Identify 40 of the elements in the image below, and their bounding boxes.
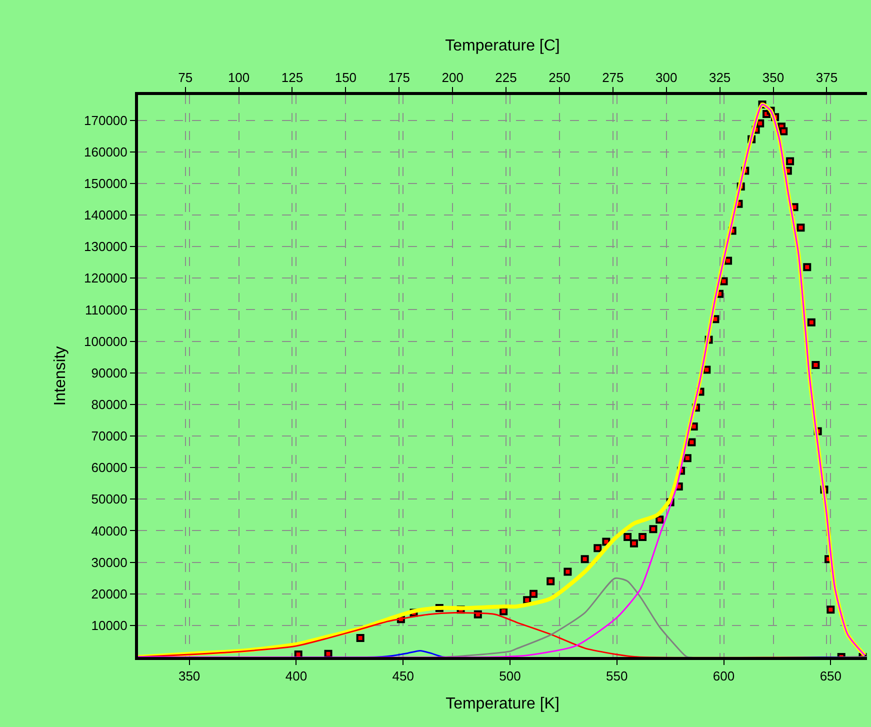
x-tick-label: 450 [392,668,414,684]
x2-tick-label: 125 [281,70,304,85]
x-axis-title: Temperature [K] [446,695,560,712]
x-tick-label: 400 [285,668,308,684]
x2-tick-label: 225 [495,70,517,85]
y-tick-label: 90000 [91,365,128,380]
x2-tick-label: 75 [178,70,193,85]
y-tick-label: 20000 [91,586,128,602]
x-tick-label: 500 [499,668,521,684]
x2-tick-label: 325 [708,70,731,85]
y-tick-label: 170000 [84,112,128,128]
x2-tick-label: 300 [656,70,678,85]
x-tick-label: 600 [712,668,735,684]
x-tick-label: 350 [178,668,200,684]
y-tick-label: 10000 [91,618,128,633]
y-tick-label: 140000 [84,208,128,223]
x2-tick-label: 200 [442,70,464,85]
x2-tick-label: 250 [548,70,570,85]
y-tick-label: 40000 [91,523,128,538]
x2-tick-label: 150 [334,70,357,85]
x-tick-label: 550 [606,668,628,684]
y-tick-label: 100000 [84,334,128,349]
y-tick-label: 60000 [91,460,128,476]
x2-tick-label: 350 [762,70,784,85]
x2-tick-label: 375 [816,70,838,85]
y-tick-label: 130000 [84,239,128,254]
y-tick-label: 160000 [84,144,128,160]
x-tick-label: 650 [820,668,842,684]
y-tick-label: 80000 [91,396,128,412]
y-tick-label: 50000 [91,492,128,507]
y-tick-label: 30000 [91,554,128,570]
y-tick-label: 150000 [84,176,128,191]
x2-tick-label: 175 [388,70,410,85]
x2-axis-title: Temperature [C] [445,38,560,55]
y-tick-label: 70000 [91,428,128,444]
y-tick-label: 110000 [84,302,128,318]
x2-tick-label: 275 [602,70,624,85]
y-tick-label: 120000 [84,270,128,286]
y-axis-title: Intensity [52,346,69,406]
x2-tick-label: 100 [228,70,250,85]
